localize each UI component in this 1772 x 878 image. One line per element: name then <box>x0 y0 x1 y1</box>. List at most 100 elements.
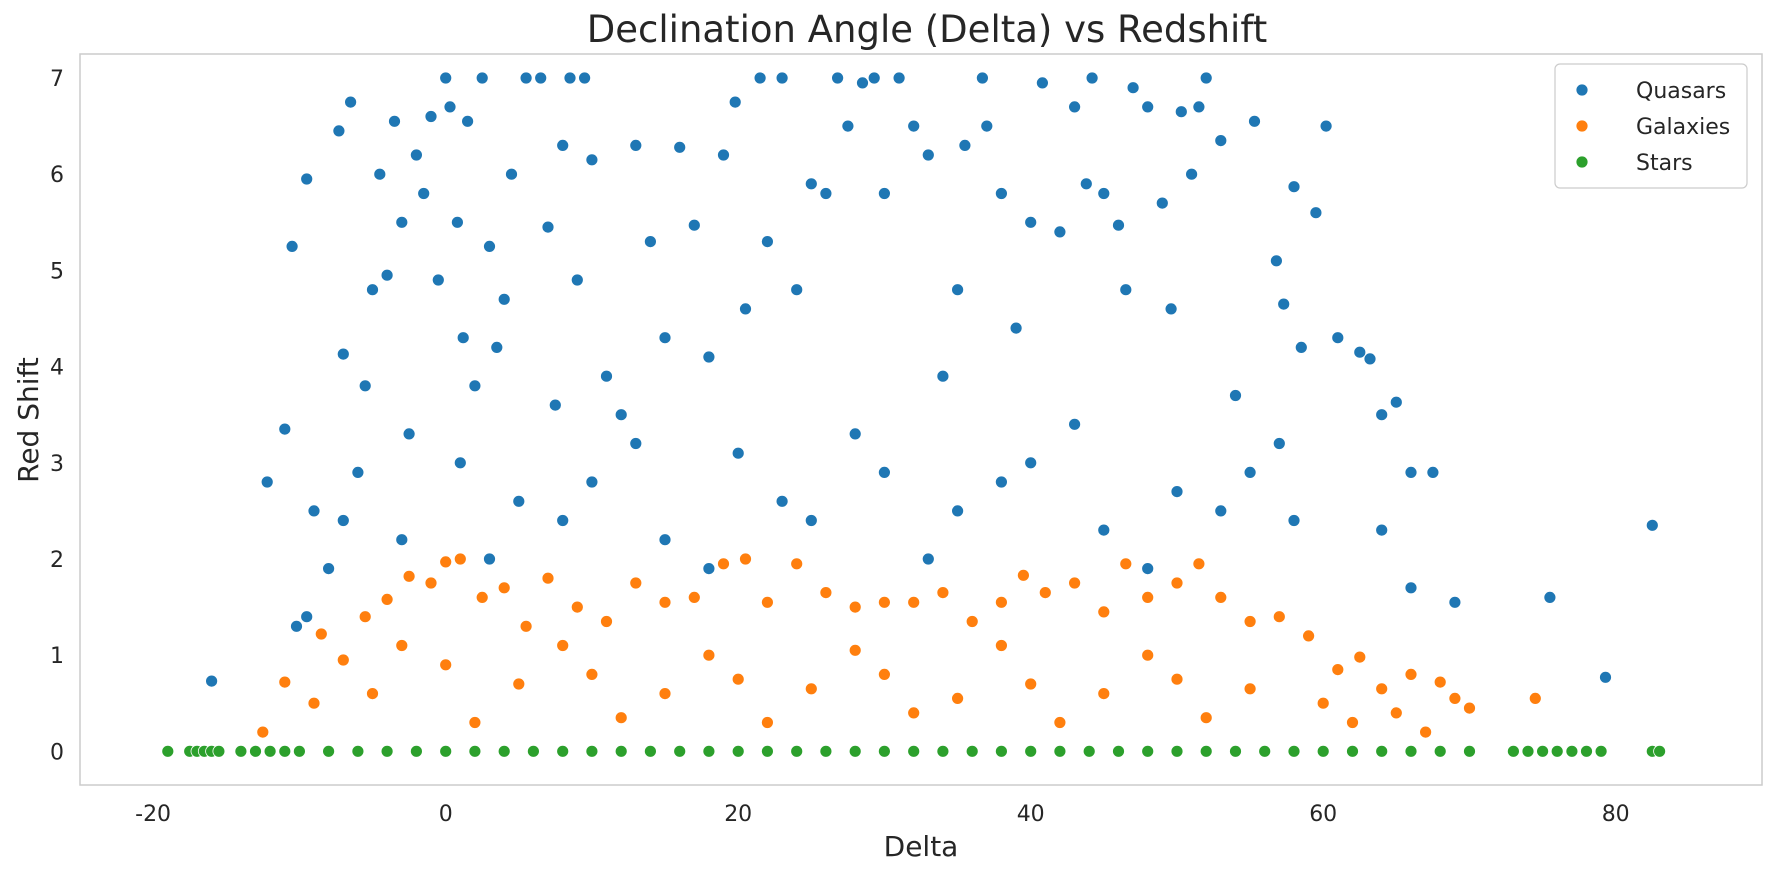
data-point <box>856 76 869 90</box>
data-point <box>728 95 742 109</box>
data-point <box>556 138 570 152</box>
data-point <box>1463 701 1476 715</box>
data-point <box>388 114 401 128</box>
data-point <box>285 239 299 253</box>
x-tick-label: 80 <box>1602 802 1630 827</box>
data-point <box>629 576 643 590</box>
data-point <box>314 627 328 641</box>
data-point <box>761 744 774 758</box>
data-point <box>358 379 372 393</box>
data-point <box>841 119 855 133</box>
data-point <box>380 744 394 758</box>
data-point <box>497 744 511 758</box>
legend-marker <box>1575 83 1589 97</box>
data-point <box>790 557 804 571</box>
data-point <box>212 744 226 758</box>
data-point <box>366 687 379 700</box>
y-tick-label: 6 <box>50 163 64 188</box>
data-point <box>995 744 1008 758</box>
data-point <box>490 340 504 354</box>
data-point <box>980 119 994 133</box>
data-point <box>439 71 453 85</box>
data-point <box>351 744 365 758</box>
data-point <box>548 398 562 412</box>
data-point <box>995 639 1008 652</box>
data-point <box>278 744 292 758</box>
data-point <box>585 668 599 681</box>
legend-marker <box>1575 155 1589 169</box>
data-point <box>395 533 409 547</box>
data-point <box>534 71 548 85</box>
data-point <box>1024 744 1038 758</box>
data-point <box>644 744 657 758</box>
data-point <box>1653 744 1666 758</box>
data-point <box>456 331 470 345</box>
data-point <box>790 283 804 297</box>
data-point <box>336 514 350 527</box>
data-point <box>468 716 482 729</box>
data-point <box>1599 670 1612 684</box>
data-point <box>1243 682 1257 696</box>
data-point <box>1433 744 1447 758</box>
y-tick-label: 3 <box>50 452 64 477</box>
data-point <box>417 187 431 200</box>
data-point <box>1009 321 1023 335</box>
data-point <box>1645 518 1659 532</box>
data-point <box>1170 576 1184 590</box>
data-point <box>658 331 672 345</box>
data-point <box>1243 615 1257 628</box>
data-point <box>1375 744 1389 758</box>
data-point <box>497 292 511 306</box>
data-point <box>1174 105 1188 119</box>
data-point <box>475 591 489 604</box>
data-point <box>951 504 964 518</box>
data-point <box>453 456 467 470</box>
data-point <box>1594 744 1608 758</box>
data-point <box>848 600 862 614</box>
data-point <box>336 347 350 361</box>
data-point <box>848 643 862 657</box>
y-axis-label: Red Shift <box>12 357 45 483</box>
data-point <box>1536 744 1549 758</box>
data-point <box>1024 677 1038 691</box>
data-point <box>475 71 489 85</box>
data-point <box>658 595 672 609</box>
data-point <box>1248 114 1261 128</box>
data-point <box>1085 71 1099 85</box>
data-point <box>1353 345 1367 359</box>
data-point <box>907 119 921 133</box>
data-point <box>556 639 570 652</box>
data-point <box>439 555 453 569</box>
data-point <box>600 615 613 628</box>
data-point <box>687 591 701 604</box>
data-point <box>1068 100 1081 114</box>
data-point <box>1097 523 1111 537</box>
y-tick-label: 7 <box>50 67 64 92</box>
data-point <box>1141 744 1155 758</box>
data-point <box>1119 283 1133 297</box>
data-point <box>358 610 372 624</box>
data-point <box>614 744 628 758</box>
data-point <box>1309 206 1323 220</box>
data-point <box>292 744 306 758</box>
data-point <box>965 744 979 758</box>
data-point <box>1097 687 1111 700</box>
data-point <box>1214 504 1228 518</box>
data-point <box>614 711 628 725</box>
data-point <box>658 533 672 547</box>
data-point <box>702 744 716 758</box>
data-point <box>278 422 292 436</box>
data-point <box>322 562 336 575</box>
data-point <box>673 744 687 758</box>
data-point <box>804 514 818 527</box>
data-point <box>336 653 350 667</box>
data-point <box>585 475 599 489</box>
data-point <box>1258 744 1272 758</box>
data-point <box>878 744 891 758</box>
data-point <box>1389 706 1403 720</box>
data-point <box>629 138 643 152</box>
data-point <box>409 744 423 758</box>
data-point <box>819 187 833 200</box>
data-point <box>804 177 818 191</box>
